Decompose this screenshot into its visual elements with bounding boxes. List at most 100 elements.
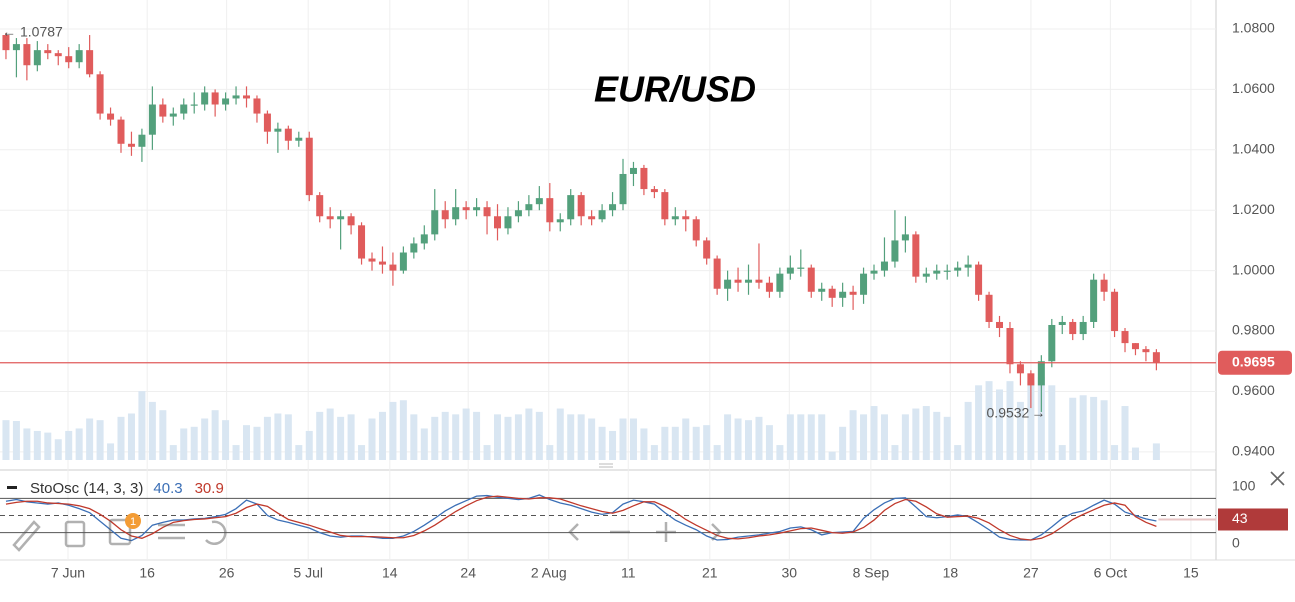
candle-body bbox=[2, 35, 10, 51]
d-value: 30.9 bbox=[195, 480, 224, 497]
candle-body bbox=[650, 189, 658, 193]
candle-body bbox=[1100, 279, 1108, 292]
candle-body bbox=[1079, 321, 1087, 335]
volume-bar bbox=[546, 445, 554, 460]
nav-right[interactable] bbox=[711, 523, 722, 541]
candle-body bbox=[169, 113, 177, 117]
candle-body bbox=[609, 204, 617, 211]
volume-bar bbox=[127, 413, 135, 460]
volume-bar bbox=[849, 410, 857, 460]
close-icon[interactable] bbox=[1270, 471, 1285, 486]
indicator-toggle[interactable] bbox=[7, 486, 17, 489]
candle-body bbox=[849, 291, 857, 295]
candle-body bbox=[1090, 279, 1098, 322]
candle-body bbox=[839, 291, 847, 298]
y-tick-label: 1.0400 bbox=[1232, 141, 1275, 157]
candle-body bbox=[190, 104, 198, 106]
volume-bar bbox=[368, 418, 376, 460]
volume-bar bbox=[598, 426, 606, 460]
candle-body bbox=[786, 267, 794, 274]
candle-body bbox=[378, 261, 386, 265]
volume-bar bbox=[1111, 445, 1119, 460]
stoch-line bbox=[5, 495, 1157, 541]
candle-body bbox=[44, 50, 52, 54]
volume-bar bbox=[148, 401, 156, 460]
candle-body bbox=[577, 195, 585, 217]
label-layer: 7 Jun 16 26 5 Jul 14 24 2 Aug 11 21 30 8 Sep 18 27 6 … bbox=[0, 20, 1292, 581]
notes-icon[interactable] bbox=[64, 520, 86, 548]
volume-bar bbox=[734, 418, 742, 460]
x-tick-label: 18 bbox=[943, 565, 959, 581]
zoom-in[interactable] bbox=[656, 522, 676, 542]
volume-bar bbox=[107, 443, 115, 460]
volume-bar bbox=[1058, 445, 1066, 460]
candle-body bbox=[211, 92, 219, 105]
candle-body bbox=[996, 321, 1004, 329]
volume-bar bbox=[483, 445, 491, 460]
candle-body bbox=[347, 216, 355, 226]
candle-body bbox=[598, 210, 606, 220]
x-tick-label: 8 Sep bbox=[853, 565, 890, 581]
volume-bar bbox=[713, 445, 721, 460]
x-tick-label: 27 bbox=[1023, 565, 1039, 581]
stoch-line bbox=[5, 494, 1157, 542]
candle-body bbox=[661, 192, 669, 220]
volume-bar bbox=[452, 414, 460, 460]
candle-body bbox=[96, 74, 104, 114]
volume-layer bbox=[2, 377, 1160, 460]
candle-body bbox=[567, 195, 575, 220]
candle-body bbox=[619, 173, 627, 205]
volume-bar bbox=[96, 420, 104, 460]
y-tick-label: 1.0200 bbox=[1232, 201, 1275, 217]
compare-icon[interactable] bbox=[158, 523, 185, 540]
volume-bar bbox=[1090, 396, 1098, 460]
high-arrow: ← bbox=[2, 24, 16, 40]
candle-body bbox=[1142, 349, 1150, 353]
candle-body bbox=[964, 264, 972, 268]
candle-body bbox=[1152, 352, 1160, 363]
candle-body bbox=[975, 264, 983, 295]
volume-bar bbox=[504, 416, 512, 460]
y-tick-label: 1.0600 bbox=[1232, 80, 1275, 96]
candle-body bbox=[441, 210, 449, 220]
candle-body bbox=[243, 95, 251, 99]
candle-body bbox=[546, 198, 554, 223]
volume-bar bbox=[703, 425, 711, 460]
candle-body bbox=[588, 216, 596, 220]
pencil-icon[interactable] bbox=[12, 520, 41, 552]
volume-bar bbox=[441, 411, 449, 460]
candle-body bbox=[1131, 343, 1139, 350]
volume-bar bbox=[399, 400, 407, 460]
nav-left[interactable] bbox=[568, 523, 579, 541]
volume-bar bbox=[232, 445, 240, 460]
candle-body bbox=[399, 252, 407, 271]
volume-bar bbox=[243, 425, 251, 460]
volume-bar bbox=[964, 401, 972, 460]
candle-body bbox=[180, 104, 188, 114]
layers-icon[interactable] bbox=[108, 518, 132, 546]
candle-body bbox=[263, 113, 271, 132]
candle-body bbox=[535, 198, 543, 205]
candle-body bbox=[765, 282, 773, 292]
volume-bar bbox=[190, 426, 198, 460]
candle-body bbox=[326, 216, 334, 220]
reset-icon[interactable] bbox=[205, 520, 227, 545]
x-tick-label: 14 bbox=[382, 565, 398, 581]
volume-bar bbox=[975, 385, 983, 460]
volume-bar bbox=[337, 416, 345, 460]
candle-body bbox=[117, 119, 125, 144]
volume-bar bbox=[23, 428, 31, 460]
candle-body bbox=[232, 95, 240, 99]
candle-body bbox=[724, 279, 732, 289]
volume-bar bbox=[901, 414, 909, 460]
volume-bar bbox=[201, 418, 209, 460]
candle-body bbox=[75, 50, 83, 63]
volume-bar bbox=[378, 411, 386, 460]
last-price-box bbox=[1218, 350, 1292, 375]
candle-body bbox=[284, 128, 292, 141]
volume-bar bbox=[891, 445, 899, 460]
volume-bar bbox=[1152, 443, 1160, 460]
x-tick-label: 24 bbox=[460, 565, 476, 581]
volume-bar bbox=[724, 414, 732, 460]
